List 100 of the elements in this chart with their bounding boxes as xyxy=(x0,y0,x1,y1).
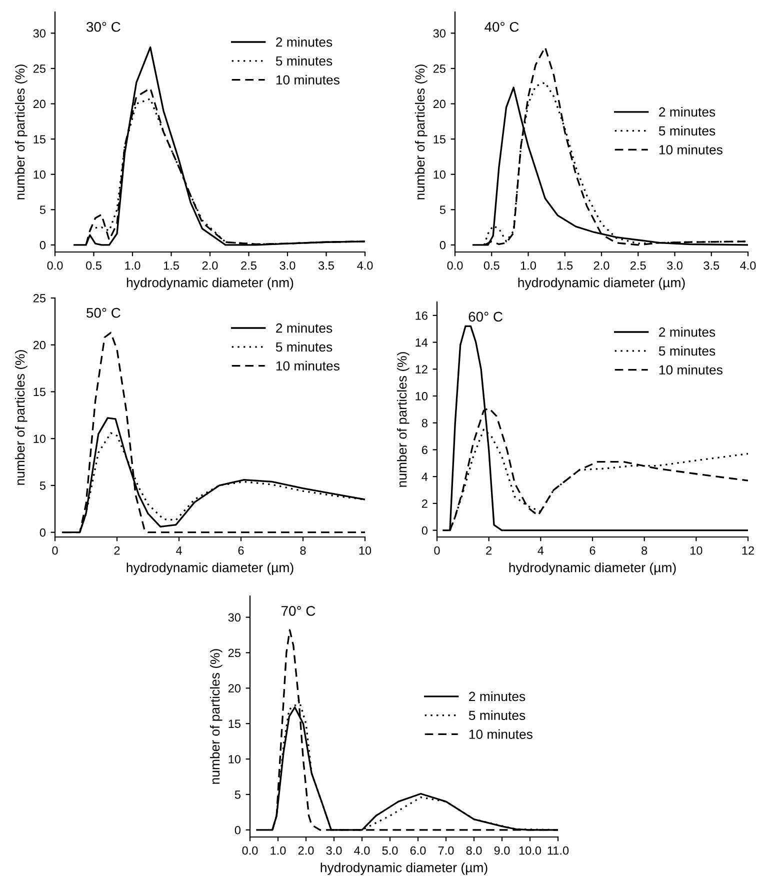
y-tick-label: 0 xyxy=(234,826,241,834)
x-tick-label: 12 xyxy=(742,546,754,555)
x-tick-label: 4 xyxy=(176,546,182,555)
y-tick-label: 20 xyxy=(433,100,446,108)
x-tick-label: 3.0 xyxy=(326,846,342,855)
y-tick-label: 10 xyxy=(34,170,46,179)
x-tick-label: 1.5 xyxy=(164,261,179,270)
y-tick-label: 14 xyxy=(416,338,428,347)
y-tick-label: 20 xyxy=(228,684,241,693)
x-tick-label: 1.0 xyxy=(125,261,140,270)
x-tick-label: 0.0 xyxy=(447,261,463,270)
x-tick-label: 4 xyxy=(538,546,544,555)
y-tick-label: 30 xyxy=(33,29,46,38)
x-tick-label: 2.5 xyxy=(630,261,646,270)
y-tick-label: 0 xyxy=(422,526,428,535)
text: 70° C xyxy=(282,606,316,616)
x-tick-label: 3.0 xyxy=(666,261,682,270)
y-tick-label: 10 xyxy=(228,755,241,764)
x-tick-label: 3.0 xyxy=(280,261,296,270)
legend-label: 5 minutes xyxy=(658,126,716,136)
y-tick-label: 20 xyxy=(33,100,46,108)
y-tick-label: 5 xyxy=(40,206,46,214)
y-tick-label: 15 xyxy=(434,135,446,144)
legend-label: 10 minutes xyxy=(276,360,340,371)
y-tick-label: 15 xyxy=(228,720,240,728)
x-tick-label: 8 xyxy=(300,546,306,555)
legend-label: 5 minutes xyxy=(468,710,526,720)
y-axis-title: number of particles (%) xyxy=(414,64,428,200)
y-tick-label: 4 xyxy=(422,472,428,481)
y-tick-label: 5 xyxy=(440,206,446,214)
x-axis-title: hydrodynamic diameter (nm) xyxy=(126,278,294,290)
y-tick-label: 2 xyxy=(422,499,428,508)
y-axis-title: number of particles (%) xyxy=(14,64,28,200)
legend-label: 2 minutes xyxy=(659,327,716,337)
y-tick-label: 12 xyxy=(416,365,428,374)
y-tick-label: 20 xyxy=(33,340,46,350)
text: 50° C xyxy=(86,308,120,318)
x-axis-title: hydrodynamic diameter (µm) xyxy=(509,562,676,575)
y-axis-title: number of particles (%) xyxy=(396,352,410,487)
legend-label: 2 minutes xyxy=(276,323,332,333)
y-tick-label: 25 xyxy=(228,648,240,658)
text: 60° C xyxy=(468,312,502,322)
y-tick-label: 16 xyxy=(416,311,428,320)
y-axis-title: number of particles (%) xyxy=(14,350,28,485)
y-tick-label: 15 xyxy=(34,388,46,396)
y-tick-label: 30 xyxy=(228,613,241,622)
x-tick-label: 2.0 xyxy=(298,846,314,855)
x-tick-label: 0 xyxy=(52,546,58,555)
y-tick-label: 8 xyxy=(422,418,428,428)
legend-label: 2 minutes xyxy=(469,691,526,702)
x-axis-title: hydrodynamic diameter (µm) xyxy=(518,278,685,290)
x-axis-title: hydrodynamic diameter (µm) xyxy=(320,862,488,875)
x-tick-label: 1.0 xyxy=(520,261,536,270)
y-tick-label: 30 xyxy=(433,29,446,38)
y-tick-label: 10 xyxy=(34,434,46,443)
x-tick-label: 4.0 xyxy=(740,261,756,270)
x-tick-label: 10 xyxy=(690,546,702,555)
x-tick-label: 10.0 xyxy=(519,846,542,855)
y-tick-label: 10 xyxy=(416,392,428,400)
y-axis-title: number of particles (%) xyxy=(210,649,222,784)
x-tick-label: 2.0 xyxy=(594,261,610,270)
text: 40° C xyxy=(484,22,519,32)
x-tick-label: 11.0 xyxy=(548,846,569,855)
legend-label: 10 minutes xyxy=(276,74,340,85)
legend-label: 10 minutes xyxy=(659,144,722,154)
legend-label: 5 minutes xyxy=(276,342,332,352)
x-tick-label: 6 xyxy=(590,546,596,555)
x-tick-label: 7.0 xyxy=(438,846,454,855)
x-tick-label: 8.0 xyxy=(466,846,482,855)
y-tick-label: 25 xyxy=(433,64,446,73)
y-tick-label: 25 xyxy=(33,294,46,302)
text: 30° C xyxy=(86,22,120,32)
legend-label: 5 minutes xyxy=(276,56,332,66)
x-axis-title: hydrodynamic diameter (µm) xyxy=(126,562,294,575)
x-tick-label: 4.0 xyxy=(354,846,370,855)
x-tick-label: 0.5 xyxy=(484,261,500,270)
legend-label: 2 minutes xyxy=(276,37,332,47)
x-tick-label: 2 xyxy=(486,546,492,555)
y-tick-label: 5 xyxy=(40,482,46,490)
legend-label: 10 minutes xyxy=(469,729,532,739)
x-tick-label: 8 xyxy=(642,546,648,555)
y-tick-label: 0 xyxy=(40,240,46,250)
legend-label: 2 minutes xyxy=(659,106,716,117)
y-tick-label: 0 xyxy=(40,528,46,537)
y-tick-label: 25 xyxy=(33,64,46,73)
x-tick-label: 0.0 xyxy=(242,846,258,855)
x-tick-label: 9.0 xyxy=(494,846,510,855)
x-tick-label: 2.0 xyxy=(202,261,218,270)
x-tick-label: 0.0 xyxy=(47,261,63,270)
x-tick-label: 1.0 xyxy=(270,846,286,855)
y-tick-label: 15 xyxy=(34,135,46,144)
legend-label: 5 minutes xyxy=(658,346,716,356)
x-tick-label: 10 xyxy=(359,546,372,555)
y-tick-label: 6 xyxy=(422,446,428,454)
x-tick-label: 0.5 xyxy=(86,261,102,270)
x-tick-label: 6.0 xyxy=(410,846,426,855)
legend-label: 10 minutes xyxy=(659,364,722,375)
x-tick-label: 3.5 xyxy=(704,261,720,270)
x-tick-label: 2 xyxy=(114,546,120,555)
y-tick-label: 5 xyxy=(234,790,240,799)
